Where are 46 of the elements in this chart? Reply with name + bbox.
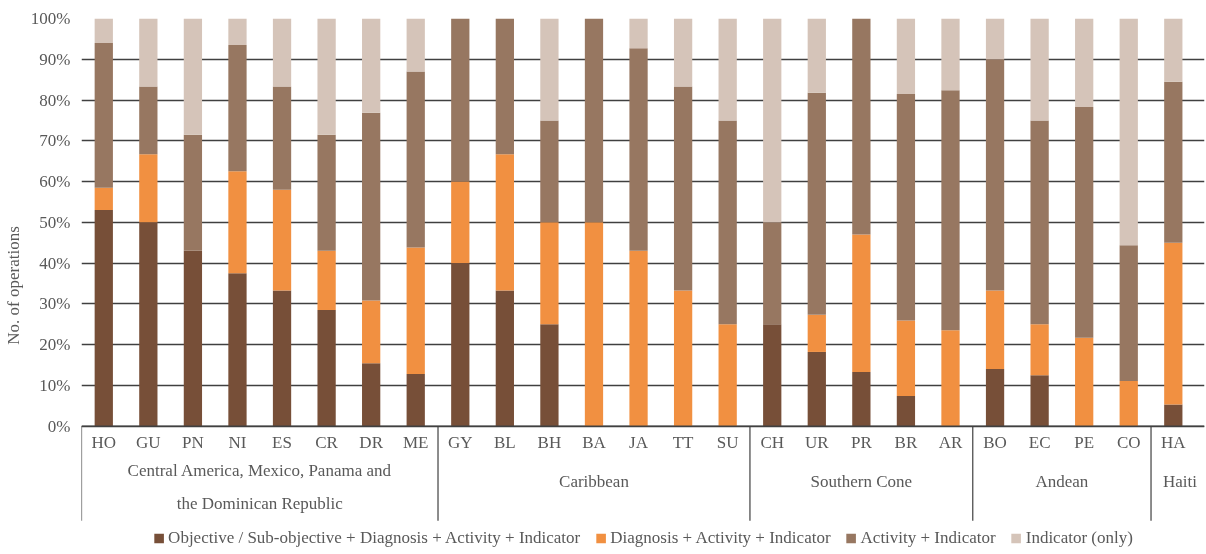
text: Caribbean (559, 471, 630, 491)
y-tick-label: 0% (47, 416, 71, 436)
y-tick-label: 60% (39, 172, 71, 192)
x-tick-label: GU (136, 432, 161, 452)
x-tick-label: UR (804, 432, 830, 452)
x-tick-label: BL (493, 432, 516, 452)
x-tick-label: HO (91, 432, 117, 452)
y-tick-label: 10% (39, 375, 71, 395)
x-tick-label: BR (894, 432, 918, 452)
y-tick-label: 100% (30, 9, 71, 28)
x-tick-label: PN (182, 432, 204, 452)
x-tick-label: TT (672, 432, 695, 452)
y-tick-label: 70% (39, 131, 71, 151)
x-tick-label: EC (1028, 432, 1051, 452)
x-tick-label: ES (272, 432, 292, 452)
x-tick-label: GY (448, 432, 473, 452)
text: Haiti (1162, 471, 1198, 491)
x-tick-label: SU (716, 432, 739, 452)
x-tick-label: AR (938, 432, 963, 452)
text: Central America, Mexico, Panama and the Dominican Republic (127, 461, 392, 514)
x-tick-label: BO (983, 432, 1007, 452)
x-tick-label: JA (629, 432, 649, 452)
x-tick-label: BA (582, 432, 607, 452)
x-tick-label: DR (359, 432, 384, 452)
x-tick-label: ME (402, 432, 429, 452)
legend-label: Activity + Indicator (860, 528, 996, 548)
y-tick-label: 20% (39, 335, 71, 355)
x-tick-label: PR (850, 432, 873, 452)
y-tick-label: 40% (39, 253, 71, 273)
legend-label: Objective / Sub-objective + Diagnosis + Activity + Indicator (168, 528, 581, 548)
y-tick-label: 30% (39, 294, 71, 314)
text: Southern Cone (810, 471, 913, 491)
y-tick-label: 50% (39, 212, 71, 232)
y-tick-label: 90% (39, 49, 71, 69)
y-tick-label: 80% (39, 90, 71, 110)
legend-label: Diagnosis + Activity + Indicator (610, 528, 831, 548)
x-tick-label: NI (228, 432, 247, 452)
text: Andean (1035, 471, 1089, 491)
x-tick-label: PE (1074, 432, 1095, 452)
y-axis-title: No. of operations (3, 226, 23, 345)
x-tick-label: BH (537, 432, 562, 452)
x-tick-label: CR (315, 432, 339, 452)
legend-label: Indicator (only) (1025, 528, 1133, 548)
x-tick-label: CO (1116, 432, 1141, 452)
x-tick-label: CH (760, 432, 785, 452)
x-tick-label: HA (1161, 432, 1187, 452)
